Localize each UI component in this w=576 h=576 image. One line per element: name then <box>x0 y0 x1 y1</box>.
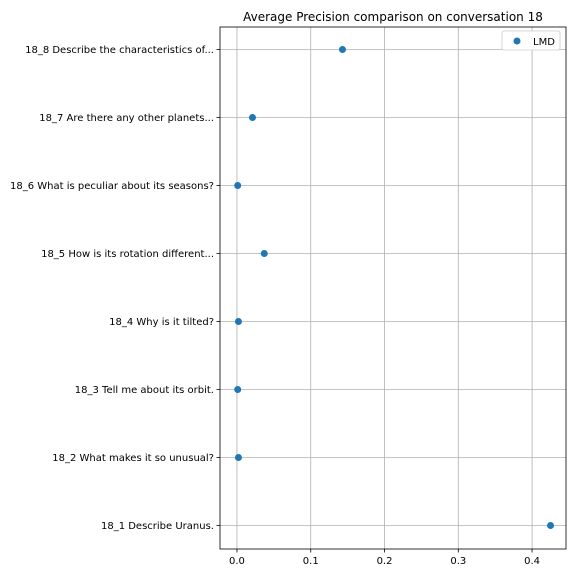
y-tick-label: 18_2 What makes it so unusual? <box>52 453 214 464</box>
y-tick-label: 18_3 Tell me about its orbit. <box>75 385 214 396</box>
y-tick-label: 18_8 Describe the characteristics of... <box>25 45 214 56</box>
x-tick-label: 0.4 <box>524 556 540 567</box>
legend-label-lmd: LMD <box>533 37 555 48</box>
y-tick-label: 18_4 Why is it tilted? <box>109 317 214 328</box>
data-point-lmd-6 <box>234 182 242 189</box>
data-point-lmd-3 <box>234 386 242 393</box>
y-tick-label: 18_6 What is peculiar about its seasons? <box>10 181 214 192</box>
x-tick-label: 0.1 <box>303 556 319 567</box>
x-tick-label: 0.0 <box>229 556 245 567</box>
legend-box <box>501 30 561 51</box>
data-point-lmd-1 <box>547 522 555 529</box>
x-tick-label: 0.2 <box>377 556 393 567</box>
data-point-lmd-5 <box>260 250 268 257</box>
axis-ticks: 0.0 0.1 0.2 0.3 0.4 18_1 Describe Uranus. 18_2… <box>10 45 540 567</box>
y-tick-label: 18_1 Describe Uranus. <box>101 521 214 532</box>
data-point-lmd-8 <box>338 46 346 53</box>
y-tick-label: 18_5 How is its rotation different... <box>41 249 214 260</box>
grid <box>220 27 566 549</box>
scatter-points <box>234 46 555 529</box>
plot-area-frame <box>219 26 567 550</box>
x-tick-label: 0.3 <box>450 556 466 567</box>
data-point-lmd-4 <box>234 318 242 325</box>
legend: LMD <box>501 30 561 51</box>
data-point-lmd-2 <box>234 454 242 461</box>
legend-marker-lmd <box>513 37 521 45</box>
y-tick-label: 18_7 Are there any other planets... <box>39 113 214 124</box>
chart-title: Average Precision comparison on conversa… <box>243 10 543 24</box>
data-point-lmd-7 <box>248 114 256 121</box>
